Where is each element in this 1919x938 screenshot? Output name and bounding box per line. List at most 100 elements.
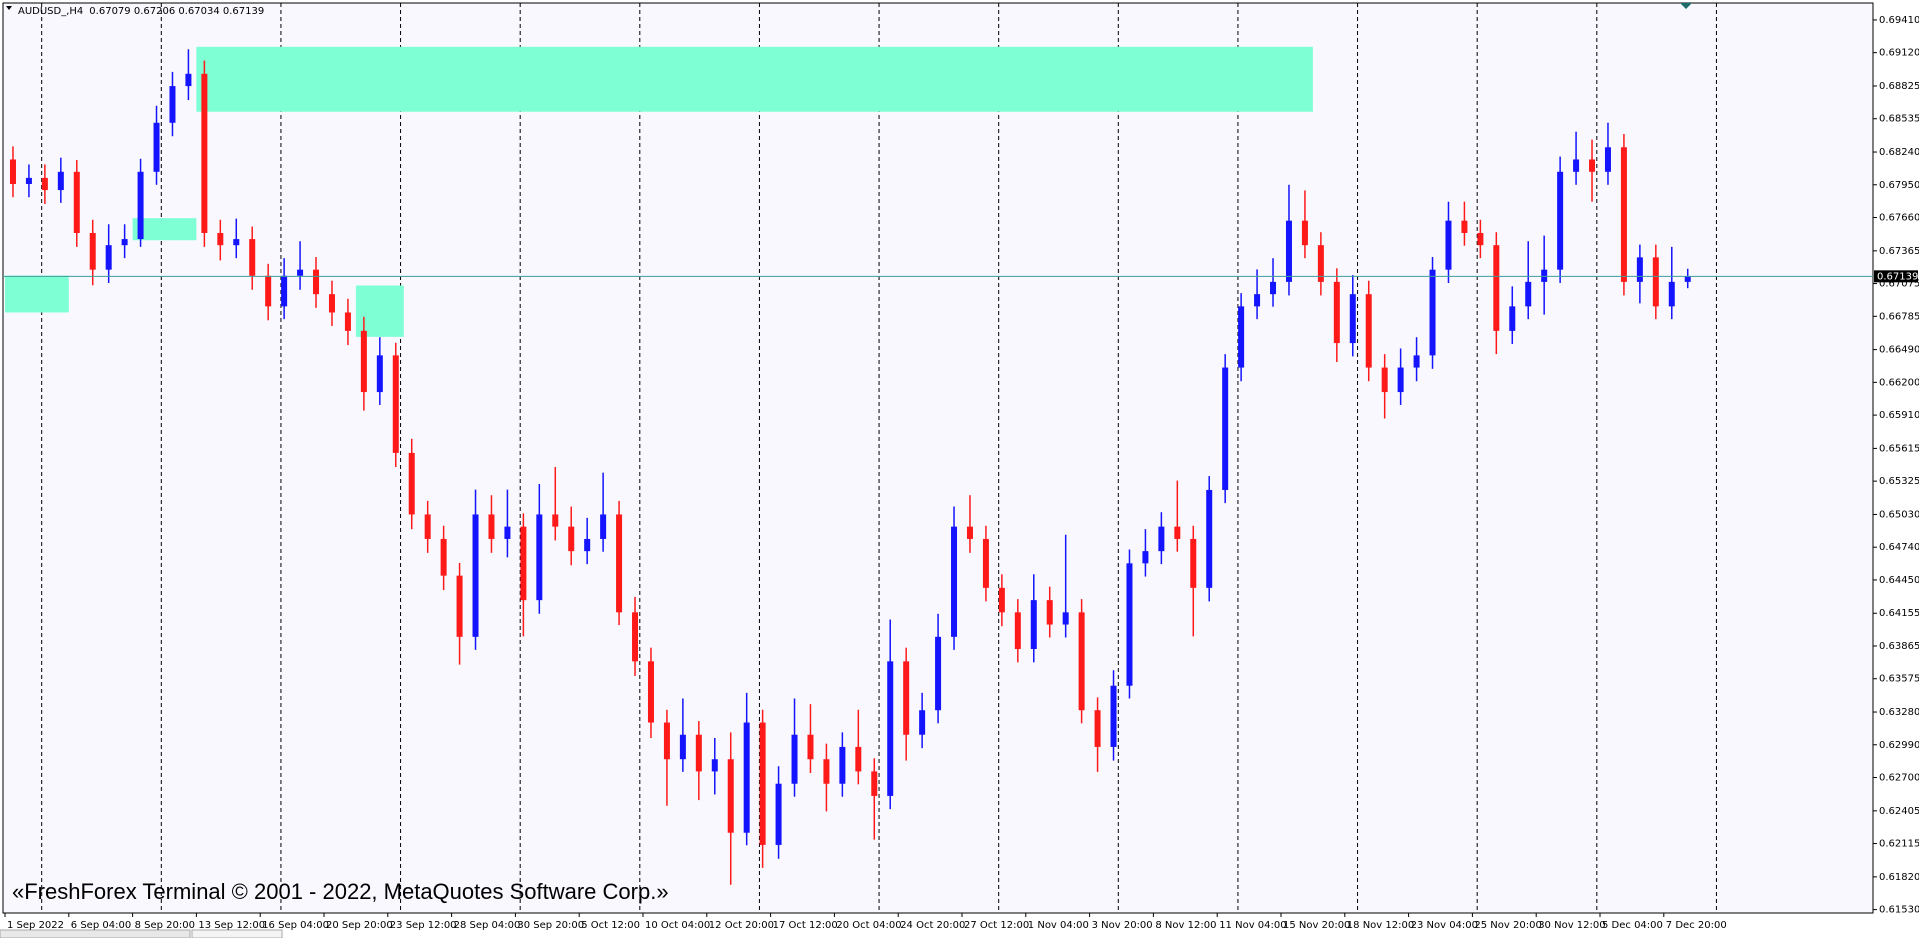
candle-body	[632, 612, 639, 662]
candle-body	[1238, 306, 1245, 368]
y-tick-label: 0.67075	[1879, 279, 1919, 290]
candle-body	[1525, 281, 1532, 307]
candle-body	[887, 661, 894, 796]
candle-body	[727, 759, 734, 833]
x-tick-label: 17 Oct 12:00	[773, 920, 838, 931]
candle-body	[695, 734, 702, 772]
x-tick-label: 11 Nov 04:00	[1219, 920, 1286, 931]
chart-title: AUDUSD_,H4	[18, 6, 83, 17]
candle-body	[265, 275, 272, 307]
candle-body	[73, 171, 80, 233]
candle-body	[185, 73, 192, 87]
x-tick-label: 23 Nov 04:00	[1411, 920, 1478, 931]
candle-body	[1557, 171, 1564, 270]
y-tick-label: 0.61530	[1879, 905, 1919, 916]
candle-body	[807, 734, 814, 760]
candle-body	[1445, 220, 1452, 270]
candle-body	[536, 514, 543, 601]
y-tick-label: 0.67365	[1879, 246, 1919, 257]
candle-body	[1604, 147, 1611, 172]
candle-body	[1461, 220, 1468, 233]
candle-body	[233, 239, 240, 246]
x-tick-label: 13 Sep 12:00	[198, 920, 265, 931]
candle-body	[217, 232, 224, 246]
candle-body	[504, 526, 511, 539]
candle-body	[1094, 710, 1101, 747]
current-price-label: 0.67139	[1877, 271, 1918, 282]
candle-body	[1668, 281, 1675, 307]
candle-body	[360, 330, 367, 393]
candle-body	[1589, 159, 1596, 172]
candle-body	[1381, 367, 1388, 393]
candle-body	[663, 722, 670, 760]
zone	[5, 275, 69, 313]
y-tick-label: 0.66490	[1879, 345, 1919, 356]
tab[interactable]	[0, 929, 191, 938]
candle-body	[1206, 489, 1213, 588]
candle-body	[1046, 600, 1053, 625]
candle-body	[520, 526, 527, 601]
candle-body	[1573, 159, 1580, 172]
ohlc-info: 0.67079 0.67206 0.67034 0.67139	[89, 6, 264, 17]
candle-body	[1142, 551, 1149, 564]
x-tick-label: 24 Oct 20:00	[900, 920, 965, 931]
y-tick-label: 0.64740	[1879, 542, 1919, 553]
y-tick-label: 0.61820	[1879, 872, 1919, 883]
x-tick-label: 1 Sep 2022	[7, 920, 64, 931]
x-tick-label: 25 Nov 20:00	[1474, 920, 1541, 931]
candle-body	[1397, 367, 1404, 393]
candle-body	[839, 746, 846, 784]
candle-body	[552, 514, 559, 527]
zone	[355, 285, 404, 337]
candle-body	[1429, 269, 1436, 356]
candle-body	[169, 86, 176, 123]
candle-body	[440, 538, 447, 576]
candle-body	[1636, 257, 1643, 282]
menu-arrow	[6, 6, 12, 10]
x-tick-label: 16 Sep 04:00	[262, 920, 329, 931]
candle-body	[41, 177, 48, 191]
x-tick-label: 28 Sep 04:00	[454, 920, 521, 931]
zone	[196, 46, 1313, 112]
candle-body	[9, 159, 16, 184]
y-tick-label: 0.67950	[1879, 180, 1919, 191]
x-tick-label: 15 Nov 20:00	[1283, 920, 1350, 931]
candle-body	[1413, 355, 1420, 368]
x-tick-label: 23 Sep 12:00	[390, 920, 457, 931]
candle-body	[600, 514, 607, 539]
candle-body	[25, 177, 32, 184]
candle-body	[982, 538, 989, 588]
candle-body	[328, 294, 335, 313]
candle-body	[1190, 538, 1197, 588]
x-tick-label: 7 Dec 20:00	[1666, 920, 1727, 931]
y-tick-label: 0.62115	[1879, 839, 1919, 850]
plot-area	[2, 2, 1874, 914]
y-tick-label: 0.69410	[1879, 15, 1919, 26]
candle-body	[137, 171, 144, 240]
candle-body	[1285, 220, 1292, 282]
candle-body	[392, 355, 399, 453]
candle-body	[935, 636, 942, 711]
candle-body	[57, 171, 64, 191]
x-tick-label: 18 Nov 12:00	[1347, 920, 1414, 931]
candle-body	[1110, 685, 1117, 747]
candle-body	[313, 269, 320, 295]
x-tick-label: 6 Sep 04:00	[71, 920, 131, 931]
candle-body	[1509, 306, 1516, 331]
candle-body	[903, 661, 910, 735]
x-tick-label: 5 Oct 12:00	[581, 920, 640, 931]
candle-body	[472, 514, 479, 637]
candle-body	[408, 452, 415, 515]
candle-body	[1222, 367, 1229, 490]
candle-body	[297, 269, 304, 276]
candle-body	[249, 239, 256, 276]
x-tick-label: 12 Oct 20:00	[709, 920, 774, 931]
watermark: «FreshForex Terminal © 2001 - 2022, Meta…	[12, 879, 669, 904]
candle-body	[1014, 612, 1021, 650]
y-tick-label: 0.65910	[1879, 410, 1919, 421]
candle-body	[871, 771, 878, 796]
tab[interactable]	[191, 929, 283, 938]
candle-body	[488, 514, 495, 539]
